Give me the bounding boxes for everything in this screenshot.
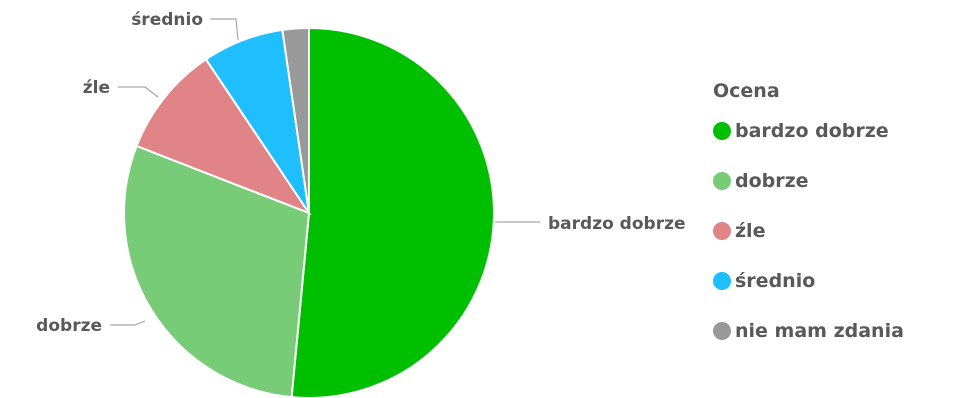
legend-marker-dobrze [713,172,731,190]
legend-item-dobrze[interactable]: dobrze [713,156,904,206]
legend-marker-nie-mam-zdania [713,322,731,340]
legend-item-zle[interactable]: źle [713,206,904,256]
legend-label-bardzo-dobrze: bardzo dobrze [735,120,889,142]
pie-slice-bardzo-dobrze[interactable] [290,26,495,398]
legend-label-zle: źle [735,220,766,242]
legend: Ocena bardzo dobrze dobrze źle średnio n… [713,76,904,356]
legend-label-nie-mam-zdania: nie mam zdania [735,320,904,342]
pie-slice-dobrze[interactable] [123,144,311,398]
slice-label-zle: źle [83,78,110,98]
pie-slice-zle[interactable] [135,57,312,216]
pie-slices [123,26,495,398]
legend-marker-srednio [713,272,731,290]
slice-label-bardzo-dobrze: bardzo dobrze [548,214,686,234]
slice-label-srednio: średnio [131,10,203,30]
legend-title: Ocena [713,80,780,102]
leader-line-zle [118,86,159,98]
legend-item-nie-mam-zdania[interactable]: nie mam zdania [713,306,904,356]
legend-item-bardzo-dobrze[interactable]: bardzo dobrze [713,106,904,156]
pie-slice-nie-mam-zdania[interactable] [281,26,310,214]
leader-line-srednio [210,18,239,41]
legend-marker-bardzo-dobrze [713,122,731,140]
legend-item-srednio[interactable]: średnio [713,256,904,306]
legend-label-srednio: średnio [735,270,816,292]
slice-labels: bardzo dobrze dobrze źle średnio [36,10,685,336]
legend-label-dobrze: dobrze [735,170,809,192]
slice-label-dobrze: dobrze [36,316,102,336]
leader-line-dobrze [110,320,146,326]
legend-marker-zle [713,222,731,240]
